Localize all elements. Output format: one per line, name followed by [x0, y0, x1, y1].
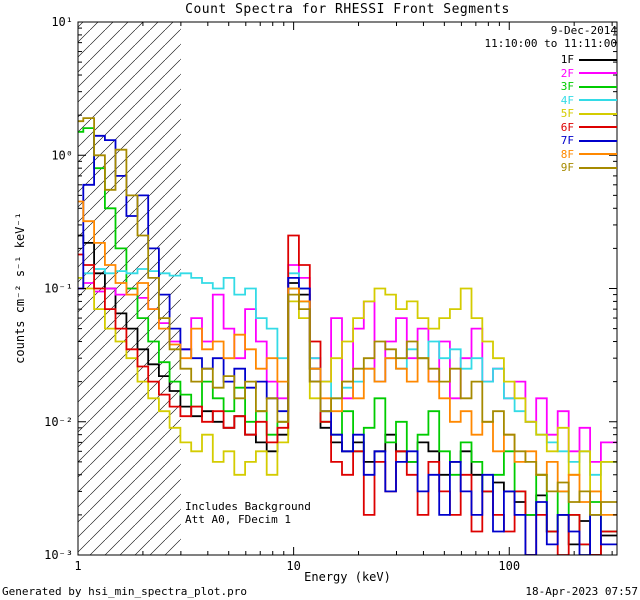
x-tick-label: 10: [286, 559, 300, 573]
legend-item: 6F: [561, 121, 617, 135]
legend-label: 4F: [560, 93, 574, 107]
series-7F: [78, 134, 617, 555]
legend-item: 8F: [561, 148, 617, 162]
legend-swatch: [579, 72, 617, 75]
legend-swatch: [579, 139, 617, 142]
legend-label: 2F: [560, 66, 574, 80]
series-9F: [78, 117, 617, 516]
y-tick-label: 10⁰: [51, 148, 73, 162]
observation-date: 9-Dec-2014: [550, 24, 617, 37]
legend-label: 5F: [560, 107, 574, 121]
legend-item: 5F: [561, 107, 617, 121]
legend-item: 7F: [561, 134, 617, 148]
x-axis-label: Energy (keV): [304, 570, 391, 584]
legend-item: 9F: [561, 161, 617, 175]
legend-label: 9F: [560, 161, 574, 175]
annotation-background: Includes Background: [185, 500, 311, 513]
legend-swatch: [579, 126, 617, 129]
legend-swatch: [579, 85, 617, 88]
series-5F: [78, 277, 617, 493]
y-tick-label: 10¹: [51, 15, 73, 29]
x-tick-label: 100: [498, 559, 520, 573]
legend-item: 1F: [561, 53, 617, 67]
legend-swatch: [579, 112, 617, 115]
y-tick-label: 10⁻³: [44, 548, 73, 562]
legend-swatch: [579, 58, 617, 61]
legend: 1F 2F 3F 4F 5F 6F 7F 8F 9F: [561, 53, 617, 175]
series-group: [78, 117, 617, 555]
legend-item: 2F: [561, 67, 617, 81]
observation-datetime: 9-Dec-2014 11:10:00 to 11:11:00: [485, 24, 617, 50]
generator-credit: Generated by hsi_min_spectra_plot.pro: [2, 585, 248, 598]
legend-label: 3F: [560, 80, 574, 94]
y-tick-label: 10⁻²: [44, 415, 73, 429]
legend-item: 3F: [561, 80, 617, 94]
chart-title: Count Spectra for RHESSI Front Segments: [185, 2, 510, 17]
x-tick-label: 1: [74, 559, 81, 573]
legend-swatch: [579, 166, 617, 169]
legend-label: 7F: [560, 134, 574, 148]
y-axis-label: counts cm⁻² s⁻¹ keV⁻¹: [13, 212, 27, 364]
annotation-attenuator: Att A0, FDecim 1: [185, 513, 291, 526]
legend-item: 4F: [561, 94, 617, 108]
legend-label: 1F: [560, 53, 574, 67]
legend-label: 6F: [560, 120, 574, 134]
legend-label: 8F: [560, 147, 574, 161]
y-tick-label: 10⁻¹: [44, 282, 73, 296]
plot-annotations: Includes Background Att A0, FDecim 1: [185, 500, 311, 526]
observation-time-range: 11:10:00 to 11:11:00: [484, 37, 617, 50]
render-timestamp: 18-Apr-2023 07:57: [525, 585, 638, 598]
legend-swatch: [579, 99, 617, 102]
legend-swatch: [579, 153, 617, 156]
series-6F: [78, 234, 617, 555]
